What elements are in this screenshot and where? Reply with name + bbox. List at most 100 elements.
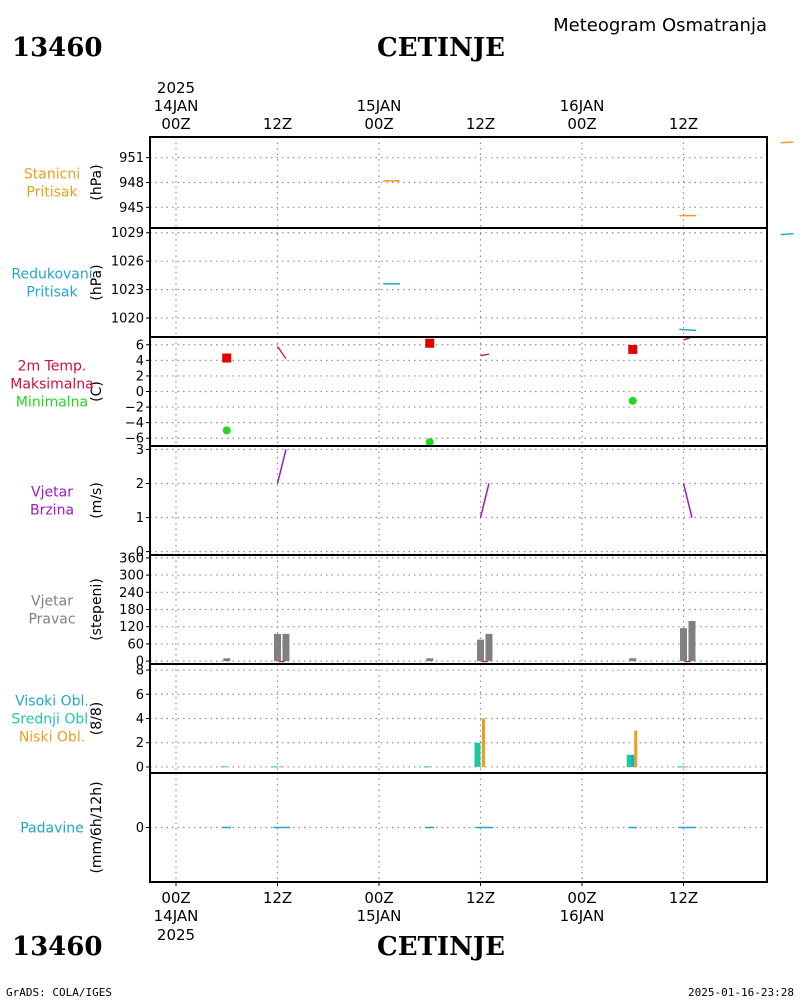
cloud-bar <box>634 730 638 767</box>
y-axis-label: (8/8) <box>89 702 105 735</box>
series-line <box>679 328 697 332</box>
series-line <box>682 483 693 518</box>
y-tick-label: 2 <box>136 477 144 492</box>
meteogram-title: Meteogram Osmatranja <box>553 15 767 36</box>
station-name-bottom: CETINJE <box>377 932 505 962</box>
top-time-tick: 00Z <box>161 115 190 133</box>
series-line <box>276 449 287 484</box>
panel-label: Visoki Obl. <box>15 694 89 710</box>
wind-direction-bar <box>629 658 637 662</box>
top-time-tick: 00Z <box>567 115 596 133</box>
y-axis-label: (hPa) <box>89 164 105 200</box>
bottom-time-tick: 00Z <box>567 889 596 907</box>
y-tick-label: 120 <box>119 620 144 635</box>
y-axis-label: (stepeni) <box>89 578 105 641</box>
max-temp-point <box>628 344 638 354</box>
y-tick-label: 300 <box>119 569 144 584</box>
wind-direction-bar <box>282 633 290 662</box>
panel-vjetar-pravac: 360 300 240 180 120 60 0 (stepeni) Vjetar Pravac <box>28 551 768 670</box>
wind-direction-bar <box>680 628 687 662</box>
panel-label: Minimalna <box>16 395 88 411</box>
y-tick-label: 1020 <box>111 312 144 327</box>
panel-label: Vjetar <box>31 594 73 610</box>
panel-label: Niski Obl. <box>19 730 85 746</box>
cloud-bar <box>271 766 278 768</box>
panel-vjetar-brzina: 3 2 1 0 (m/s) Vjetar Brzina <box>30 443 768 560</box>
y-tick-label: 2 <box>136 736 144 751</box>
y-tick-label: −2 <box>125 401 144 416</box>
cloud-bar <box>631 754 635 767</box>
y-tick-label: 8 <box>136 664 144 679</box>
panel-label: Pritisak <box>26 285 78 301</box>
panel-frame <box>149 227 768 338</box>
y-tick-label: 1023 <box>111 283 144 298</box>
y-tick-label: 0 <box>136 821 144 836</box>
top-date-label: 14JAN <box>154 97 199 115</box>
panel-label: Pritisak <box>26 185 78 201</box>
wind-direction-bar <box>688 620 696 662</box>
cloud-bar <box>220 766 227 768</box>
top-time-tick: 12Z <box>669 115 698 133</box>
cloud-bar <box>677 766 684 768</box>
temp-line <box>276 345 287 360</box>
y-tick-label: 945 <box>119 201 144 216</box>
wind-direction-bar <box>274 633 281 662</box>
y-tick-label: 0 <box>136 385 144 400</box>
min-temp-point <box>628 396 637 405</box>
panel-frame <box>149 445 768 556</box>
y-tick-label: 60 <box>127 637 144 652</box>
panel-label: Maksimalna <box>10 377 94 393</box>
y-tick-label: 180 <box>119 603 144 618</box>
y-tick-label: 4 <box>136 712 144 727</box>
bottom-date-label: 14JAN <box>154 907 199 925</box>
y-tick-label: 240 <box>119 586 144 601</box>
max-temp-point <box>425 338 435 348</box>
top-year-label: 2025 <box>157 79 195 97</box>
y-tick-label: 360 <box>119 551 144 566</box>
min-temp-point <box>425 438 434 447</box>
y-tick-label: 951 <box>119 151 144 166</box>
timestamp-label: 2025-01-16-23:28 <box>688 986 794 999</box>
y-tick-label: 2 <box>136 369 144 384</box>
y-tick-label: −6 <box>125 432 144 447</box>
bottom-year-label: 2025 <box>157 926 195 944</box>
panels: 951948945(hPa)StanicniPritisak1029102610… <box>10 136 794 883</box>
bottom-date-label: 15JAN <box>357 907 402 925</box>
panel-label: 2m Temp. <box>18 359 87 375</box>
bottom-time-tick: 12Z <box>669 889 698 907</box>
y-axis-label: (hPa) <box>89 264 105 300</box>
series-line <box>780 232 794 236</box>
bottom-time-tick: 00Z <box>364 889 393 907</box>
cloud-bar <box>685 766 688 768</box>
station-id-bottom: 13460 <box>12 932 102 962</box>
panel-oblacnost: 8 6 4 2 0 (8/8)Visoki Obl. Srednji Obl. Niski O… <box>11 663 768 775</box>
y-tick-label: 0 <box>136 760 144 775</box>
bottom-time-tick: 12Z <box>466 889 495 907</box>
panel-label: Srednji Obl. <box>11 712 92 728</box>
y-tick-label: 6 <box>136 688 144 703</box>
y-axis-label: (C) <box>89 381 105 402</box>
cloud-bar <box>423 766 430 768</box>
panel-label: Redukovani <box>11 267 92 283</box>
credit-label: GrADS: COLA/IGES <box>6 986 112 999</box>
y-tick-label: 1 <box>136 511 144 526</box>
bottom-time-tick: 12Z <box>263 889 292 907</box>
series-line <box>780 141 794 144</box>
y-tick-label: 0 <box>136 545 144 560</box>
top-time-tick: 12Z <box>263 115 292 133</box>
bottom-time-axis: 00Z 12Z 00Z 12Z 00Z 12Z 14JAN 15JAN 16JAN <box>154 882 698 925</box>
cloud-bar <box>482 718 485 767</box>
cloud-bar <box>474 742 481 767</box>
y-tick-label: 4 <box>136 354 144 369</box>
min-temp-point <box>222 426 231 435</box>
y-tick-label: 3 <box>136 443 144 458</box>
wind-direction-bar <box>485 633 493 662</box>
panel-redukovani-pritisak: 1029 1026 1023 1020 (hPa)Redukovani Pritisak <box>11 226 794 338</box>
cloud-bar <box>626 754 633 767</box>
panel-label: Vjetar <box>31 485 73 501</box>
bottom-date-label: 16JAN <box>560 907 605 925</box>
panel-label: Stanicni <box>24 167 80 183</box>
station-name-top: CETINJE <box>377 33 505 63</box>
